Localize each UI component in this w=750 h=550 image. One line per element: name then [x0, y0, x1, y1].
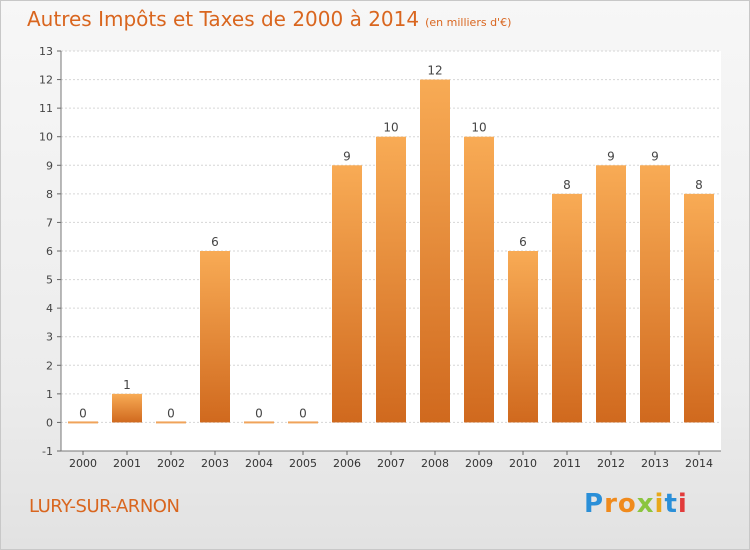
- bar: [420, 79, 450, 423]
- bar: [244, 421, 274, 424]
- bar: [200, 251, 230, 423]
- x-tick-label: 2014: [685, 457, 713, 470]
- x-tick-label: 2010: [509, 457, 537, 470]
- logo-letter: i: [654, 489, 665, 519]
- data-label: 0: [299, 406, 307, 420]
- logo-letter: o: [617, 489, 637, 519]
- data-label: 12: [427, 64, 442, 78]
- bar: [376, 136, 406, 423]
- data-label: 0: [79, 406, 87, 420]
- y-tick-label: 13: [39, 45, 53, 58]
- bar: [508, 251, 538, 423]
- bar: [596, 165, 626, 423]
- logo-letter: i: [677, 489, 688, 519]
- y-tick-label: 10: [39, 131, 53, 144]
- bar: [112, 393, 142, 423]
- y-tick-label: 1: [46, 388, 53, 401]
- x-tick-label: 2000: [69, 457, 97, 470]
- x-tick-label: 2006: [333, 457, 361, 470]
- data-label: 9: [607, 149, 615, 163]
- x-tick-label: 2002: [157, 457, 185, 470]
- bar: [684, 193, 714, 423]
- data-label: 6: [211, 235, 219, 249]
- x-tick-label: 2008: [421, 457, 449, 470]
- bar: [640, 165, 670, 423]
- location-name: LURY-SUR-ARNON: [29, 496, 180, 517]
- data-label: 0: [167, 406, 175, 420]
- bar: [68, 421, 98, 424]
- y-tick-label: 12: [39, 74, 53, 87]
- x-tick-label: 2012: [597, 457, 625, 470]
- data-label: 10: [471, 121, 486, 135]
- bar: [552, 193, 582, 423]
- data-label: 6: [519, 235, 527, 249]
- data-label: 8: [563, 178, 571, 192]
- x-tick-label: 2009: [465, 457, 493, 470]
- y-tick-label: 7: [46, 216, 53, 229]
- logo-letter: P: [584, 489, 605, 519]
- logo-letter: t: [664, 489, 678, 519]
- data-label: 0: [255, 406, 263, 420]
- logo-letter: x: [636, 489, 655, 519]
- x-tick-label: 2001: [113, 457, 141, 470]
- x-tick-label: 2004: [245, 457, 273, 470]
- y-tick-label: 5: [46, 274, 53, 287]
- data-label: 8: [695, 178, 703, 192]
- data-label: 9: [651, 149, 659, 163]
- data-label: 10: [383, 121, 398, 135]
- chart-title-text: Autres Impôts et Taxes de 2000 à 2014: [27, 7, 420, 31]
- x-tick-label: 2005: [289, 457, 317, 470]
- y-tick-label: 6: [46, 245, 53, 258]
- y-tick-label: 2: [46, 359, 53, 372]
- x-tick-label: 2007: [377, 457, 405, 470]
- y-tick-label: 4: [46, 302, 53, 315]
- bar: [288, 421, 318, 424]
- y-tick-label: 11: [39, 102, 53, 115]
- x-tick-label: 2011: [553, 457, 581, 470]
- chart-title: Autres Impôts et Taxes de 2000 à 2014 (en…: [27, 7, 511, 31]
- chart-subtitle: (en milliers d'€): [425, 16, 512, 29]
- y-tick-label: 3: [46, 331, 53, 344]
- data-label: 9: [343, 149, 351, 163]
- x-tick-label: 2013: [641, 457, 669, 470]
- x-tick-label: 2003: [201, 457, 229, 470]
- y-tick-label: 0: [46, 416, 53, 429]
- data-label: 1: [123, 378, 131, 392]
- y-tick-label: 9: [46, 159, 53, 172]
- y-tick-label: -1: [42, 445, 53, 458]
- bar: [464, 136, 494, 423]
- proxiti-logo: Proxiti: [584, 489, 688, 519]
- bar: [332, 165, 362, 423]
- y-tick-label: 8: [46, 188, 53, 201]
- logo-letter: r: [604, 489, 618, 519]
- bar: [156, 421, 186, 424]
